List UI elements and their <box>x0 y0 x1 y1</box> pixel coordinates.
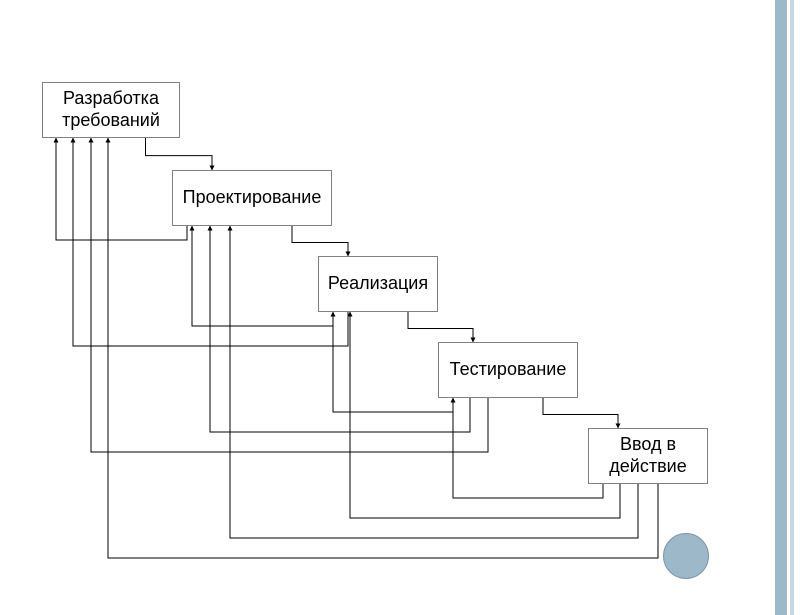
node-n5: Ввод в действие <box>588 428 708 484</box>
right-stripe-0 <box>775 0 787 615</box>
node-n2: Проектирование <box>172 170 332 226</box>
node-n4: Тестирование <box>438 342 578 398</box>
slide-canvas: Разработка требований Проектирование Реали… <box>0 0 800 615</box>
edge-forward-n2-n3 <box>292 226 348 256</box>
edge-back-n2-n1 <box>56 138 187 240</box>
node-n3: Реализация <box>318 256 438 312</box>
right-stripe-1 <box>790 0 794 615</box>
edge-back-n5-n4 <box>453 398 603 498</box>
edge-forward-n1-n2 <box>146 138 213 170</box>
node-n1: Разработка требований <box>42 82 180 138</box>
edge-back-n4-n3 <box>333 312 453 412</box>
edge-forward-n3-n4 <box>408 312 473 342</box>
edge-forward-n4-n5 <box>543 398 618 428</box>
decor-circle <box>663 533 709 579</box>
edge-back-n3-n2 <box>192 226 333 326</box>
